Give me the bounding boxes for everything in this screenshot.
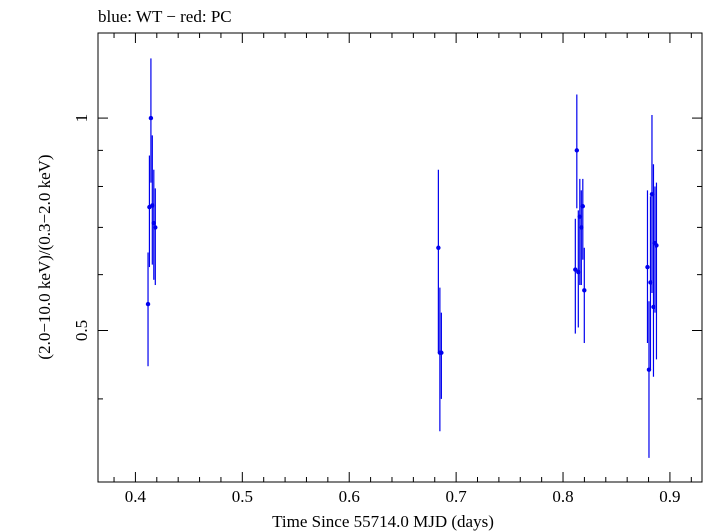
data-point bbox=[654, 243, 659, 248]
x-tick-label: 0.6 bbox=[339, 487, 360, 506]
x-tick-label: 0.4 bbox=[125, 487, 147, 506]
data-point bbox=[582, 288, 587, 293]
data-point bbox=[148, 115, 154, 121]
x-tick-label: 0.8 bbox=[552, 487, 573, 506]
data-point bbox=[574, 148, 580, 153]
data-point bbox=[439, 350, 444, 355]
y-axis-ticks: 0.51 bbox=[72, 114, 702, 400]
y-tick-label: 0.5 bbox=[72, 320, 91, 341]
data-point bbox=[153, 225, 158, 230]
plot-frame bbox=[97, 32, 703, 483]
x-tick-label: 0.5 bbox=[232, 487, 253, 506]
data-point bbox=[145, 301, 151, 307]
data-point bbox=[645, 264, 650, 270]
x-tick-label: 0.9 bbox=[659, 487, 680, 506]
chart-title: blue: WT − red: PC bbox=[98, 7, 232, 26]
data-point bbox=[580, 204, 586, 209]
x-tick-label: 0.7 bbox=[445, 487, 467, 506]
y-tick-label: 1 bbox=[72, 114, 91, 123]
data-points bbox=[145, 58, 659, 458]
x-axis-ticks: 0.4 0.5 0.6 0.7 0.8 0.9 bbox=[113, 33, 692, 506]
data-point bbox=[573, 267, 578, 272]
y-axis-label: (2.0−10.0 keV)/(0.3−2.0 keV) bbox=[35, 154, 54, 359]
x-axis-label: Time Since 55714.0 MJD (days) bbox=[272, 512, 494, 531]
data-point bbox=[436, 245, 441, 250]
